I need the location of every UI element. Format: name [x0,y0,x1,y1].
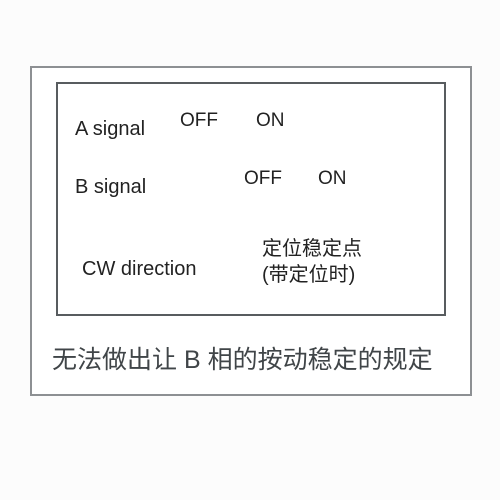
note-line-2: (带定位时) [262,258,355,287]
label-a-off: OFF [180,110,218,132]
label-b-off: OFF [244,168,282,190]
caption: 无法做出让 B 相的按动稳定的规定 [52,340,433,376]
label-b-on: ON [318,168,347,190]
label-b-signal: B signal [75,176,146,199]
label-a-on: ON [256,110,285,132]
note-line-1: 定位稳定点 [262,232,362,261]
label-a-signal: A signal [75,118,145,141]
label-cw: CW direction [82,258,196,281]
